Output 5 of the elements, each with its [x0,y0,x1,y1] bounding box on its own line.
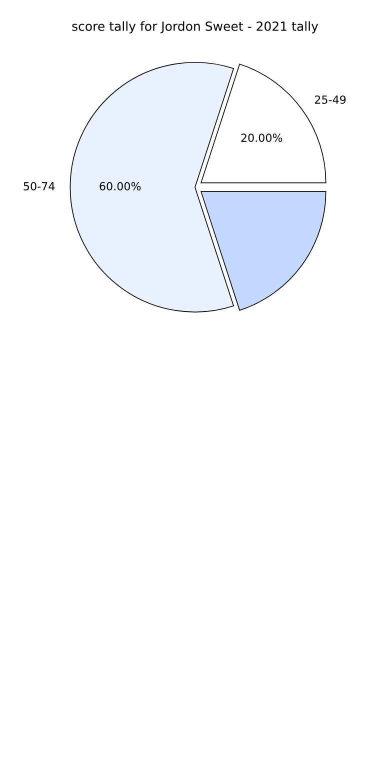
chart-title: score tally for Jordon Sweet - 2021 tally [72,21,318,34]
data-label: 60.00% [100,182,141,190]
data-label: 20.00% [241,134,282,142]
slice-label: 25-49 [314,95,346,104]
slice-label: 50-74 [24,182,55,190]
